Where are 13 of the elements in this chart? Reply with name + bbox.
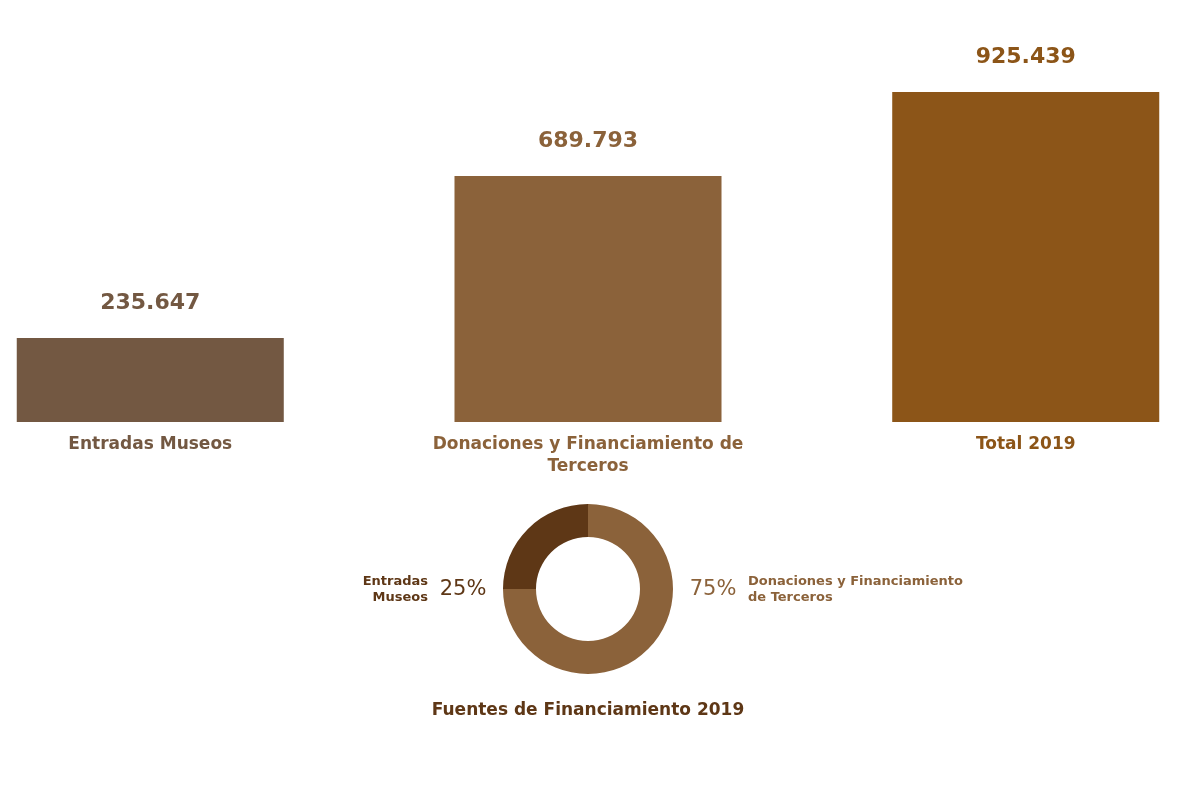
donut-slice [503,504,588,589]
x-tick-label: Entradas Museos [68,433,233,453]
data-label: 925.439 [975,43,1076,68]
data-label: 25% [439,576,487,600]
x-tick-label: Total 2019 [975,433,1076,453]
donut-slice [503,504,673,674]
data-label: 689.793 [537,127,639,153]
data-label: 235.647 [100,288,201,314]
data-label: 75% [689,576,737,600]
slice-label: Entradas Museos [362,573,429,604]
slice-label: Donaciones y Financiamiento de Terceros [748,573,964,604]
text: Fuentes de Financiamiento 2019 [431,699,745,719]
x-tick-label: Donaciones y Financiamiento de Terceros [432,433,744,475]
